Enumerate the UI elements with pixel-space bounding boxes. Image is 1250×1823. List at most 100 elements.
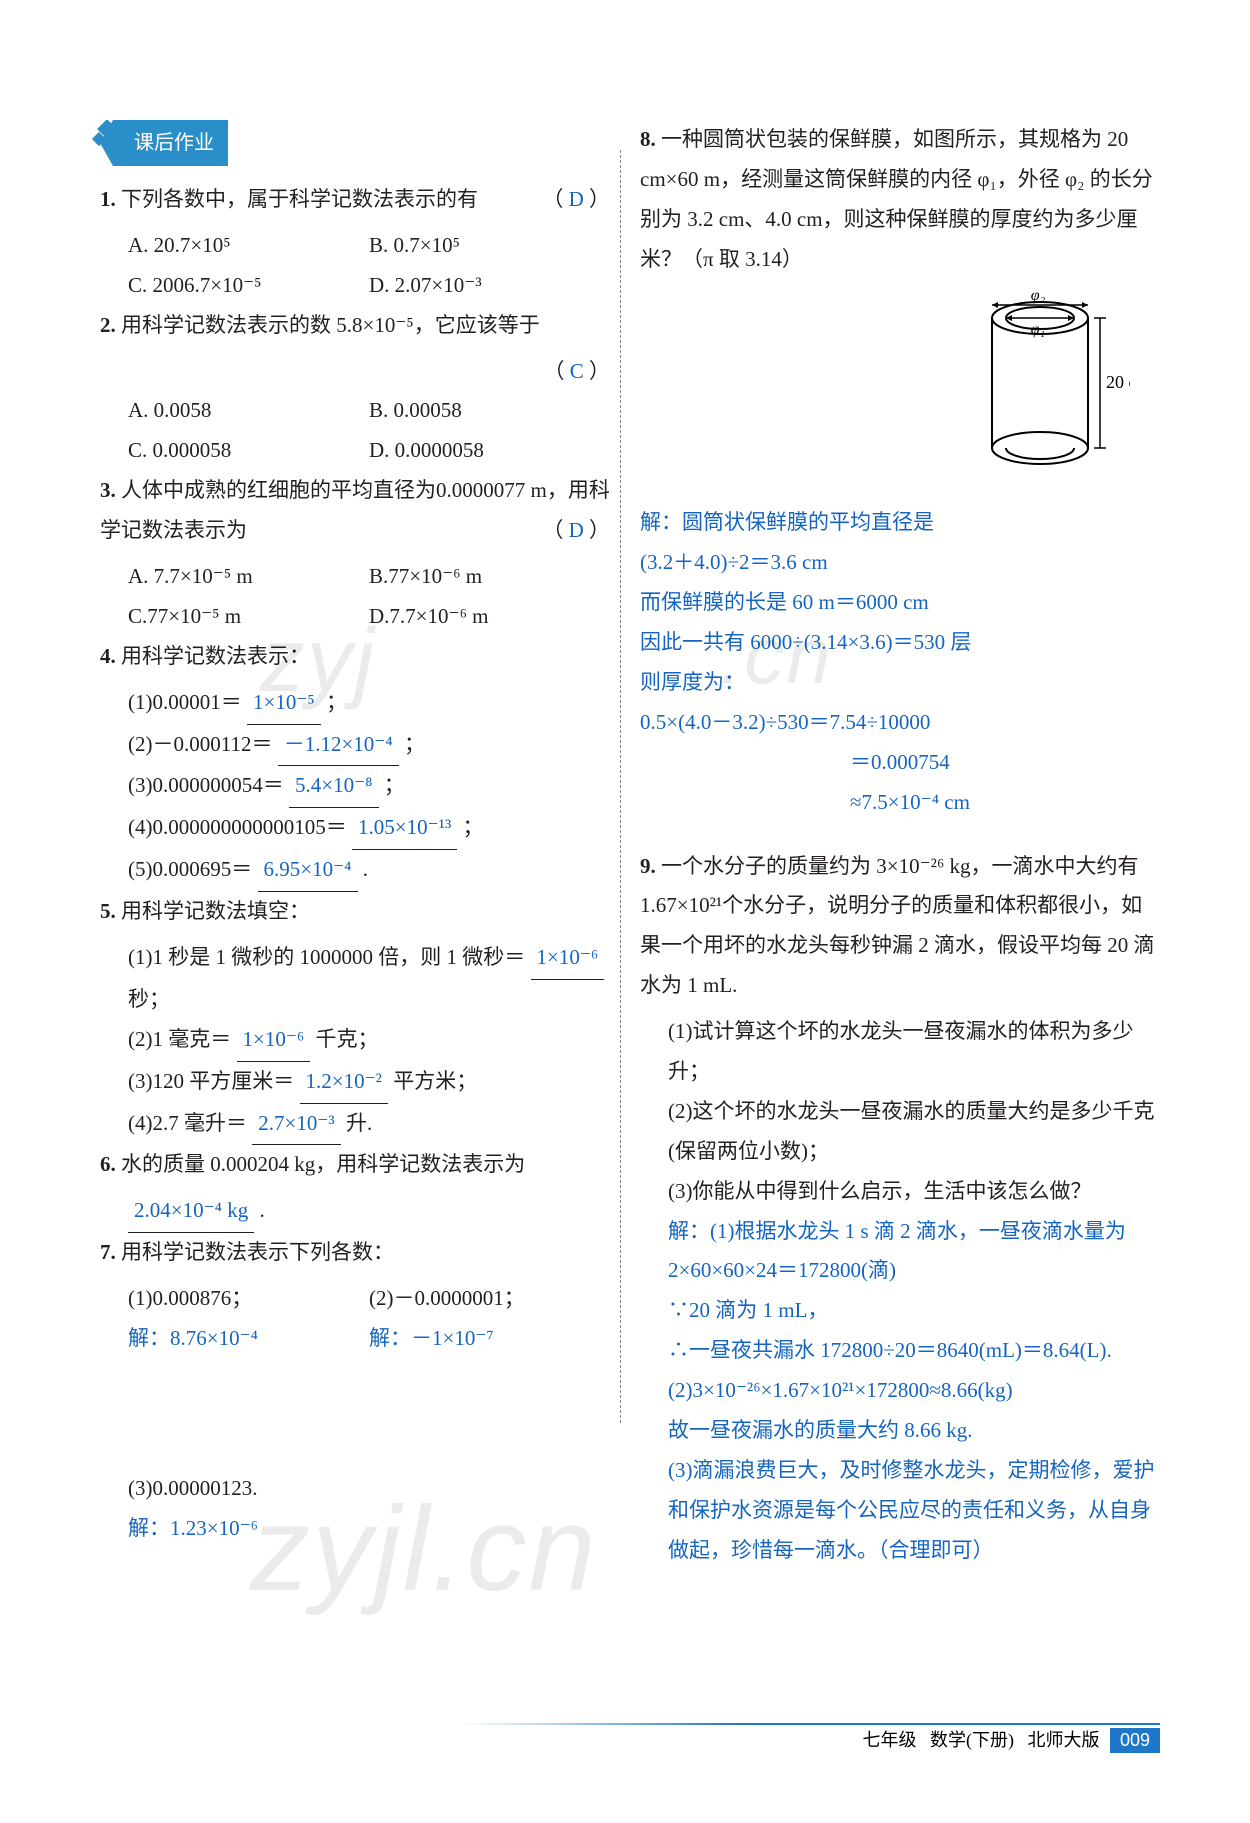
q2-opt-c: C. 0.000058 [128,431,369,471]
q8-sol-line: 0.5×(4.0－3.2)÷530＝7.54÷10000 [640,703,1160,743]
q9-sub-3: (3)你能从中得到什么启示，生活中该怎么做？ [640,1172,1160,1212]
question-8: 8. 一种圆筒状包装的保鲜膜，如图所示，其规格为 20 cm×60 m，经测量这… [640,120,1160,280]
footer-grade: 七年级 [862,1730,916,1750]
q3-options: A. 7.7×10⁻⁵ m B.77×10⁻⁶ m C.77×10⁻⁵ m D.… [100,557,610,637]
section-tag: 课后作业 [126,120,228,166]
q5-4-pre: (4)2.7 毫升＝ [128,1111,247,1135]
q8-sol-r1: ＝0.000754 [640,743,1160,783]
question-7: 7. 用科学记数法表示下列各数： [100,1233,610,1273]
q5-item-2: (2)1 毫克＝ 1×10⁻⁶ 千克； [100,1020,610,1062]
footer-edition: 北师大版 [1027,1730,1099,1750]
q8-num: 8. [640,127,656,151]
footer-subject: 数学(下册) [930,1730,1014,1750]
q8-sol-line: 因此一共有 6000÷(3.14×3.6)＝530 层 [640,623,1160,663]
q1-opt-a: A. 20.7×10⁵ [128,226,369,266]
q3-opt-c: C.77×10⁻⁵ m [128,597,369,637]
q4-2-ans: －1.12×10⁻⁴ [278,725,399,767]
paren-open: （ [542,187,563,211]
q9-sol-line: (3)滴漏浪费巨大，及时修整水龙头，定期检修，爱护和保护水资源是每个公民应尽的责… [668,1451,1160,1571]
q5-1-pre: (1)1 秒是 1 微秒的 1000000 倍，则 1 微秒＝ [128,945,525,969]
q2-opt-a: A. 0.0058 [128,391,369,431]
q2-opt-d: D. 0.0000058 [369,431,610,471]
q4-1-label: (1)0.00001＝ [128,690,242,714]
q3-num: 3. [100,478,116,502]
q8-sol-line: 则厚度为： [640,663,1160,703]
q4-item-1: (1)0.00001＝ 1×10⁻⁵ ； [100,683,610,725]
q4-item-2: (2)－0.000112＝ －1.12×10⁻⁴ ； [100,725,610,767]
question-9: 9. 一个水分子的质量约为 3×10⁻²⁶ kg，一滴水中大约有 1.67×10… [640,847,1160,1007]
q7-num: 7. [100,1240,116,1264]
svg-text:φ₁: φ₁ [1031,321,1045,338]
q8-sol-r2: ≈7.5×10⁻⁴ cm [640,783,1160,823]
q5-item-4: (4)2.7 毫升＝ 2.7×10⁻³ 升. [100,1104,610,1146]
question-5: 5. 用科学记数法填空： [100,892,610,932]
q9-sol-line: 解：(1)根据水龙头 1 s 滴 2 滴水，一昼夜滴水量为 2×60×60×24… [668,1212,1160,1292]
page-number: 009 [1110,1728,1160,1753]
q5-2-ans: 1×10⁻⁶ [237,1020,311,1062]
q7-text: 用科学记数法表示下列各数： [121,1240,394,1264]
question-1: 1. 下列各数中，属于科学记数法表示的有 （ D ） [100,180,610,220]
q6-num: 6. [100,1152,116,1176]
q3-opt-b: B.77×10⁻⁶ m [369,557,610,597]
sol-val: －1×10⁻⁷ [411,1326,494,1350]
q8-text: 一种圆筒状包装的保鲜膜，如图所示，其规格为 20 cm×60 m，经测量这筒保鲜… [640,127,1153,271]
q4-num: 4. [100,644,116,668]
q4-item-4: (4)0.000000000000105＝ 1.05×10⁻¹³ ； [100,808,610,850]
q7-1: (1)0.000876； [128,1279,369,1319]
q5-item-3: (3)120 平方厘米＝ 1.2×10⁻² 平方米； [100,1062,610,1104]
q2-text: 用科学记数法表示的数 5.8×10⁻⁵，它应该等于 [121,313,540,337]
q5-1-ans: 1×10⁻⁶ [531,938,605,980]
sol-label: 解： [369,1326,411,1350]
paren-close: ） [589,359,610,383]
q5-3-pre: (3)120 平方厘米＝ [128,1069,294,1093]
q3-opt-a: A. 7.7×10⁻⁵ m [128,557,369,597]
q5-1-post: 秒； [128,987,170,1011]
q7-2: (2)－0.0000001； [369,1279,610,1319]
sol-label: 解： [128,1326,170,1350]
q5-num: 5. [100,899,116,923]
q2-options: A. 0.0058 B. 0.00058 C. 0.000058 D. 0.00… [100,391,610,471]
q7-sol-2: 解：－1×10⁻⁷ [369,1319,610,1359]
column-divider [620,150,621,1423]
sol-label: 解： [128,1516,170,1540]
page-content: 课后作业 1. 下列各数中，属于科学记数法表示的有 （ D ） A. 20.7×… [100,120,1160,1571]
tail: . [363,857,368,881]
q4-item-3: (3)0.000000054＝ 5.4×10⁻⁸ ； [100,766,610,808]
q3-answer: D [569,518,584,542]
q4-3-ans: 5.4×10⁻⁸ [289,766,379,808]
q3-opt-d: D.7.7×10⁻⁶ m [369,597,610,637]
q1-text: 下列各数中，属于科学记数法表示的有 [121,187,478,211]
q9-sol-line: ∴一昼夜共漏水 172800÷20＝8640(mL)＝8.64(L). [668,1331,1160,1371]
q5-item-1: (1)1 秒是 1 微秒的 1000000 倍，则 1 微秒＝ 1×10⁻⁶ 秒… [100,938,610,1020]
q9-solution: 解：(1)根据水龙头 1 s 滴 2 滴水，一昼夜滴水量为 2×60×60×24… [640,1212,1160,1571]
sol-val: 1.23×10⁻⁶ [170,1516,258,1540]
q4-text: 用科学记数法表示： [121,644,310,668]
page-footer: 七年级 数学(下册) 北师大版 009 [862,1726,1160,1753]
q5-text: 用科学记数法填空： [121,899,310,923]
q3-text: 人体中成熟的红细胞的平均直径为0.0000077 m，用科学记数法表示为 [100,478,610,542]
q7-sol-1: 解：8.76×10⁻⁴ [128,1319,369,1359]
q8-sol-line: 解：圆筒状保鲜膜的平均直径是 [640,503,1160,543]
q1-answer: D [569,187,584,211]
q4-1-ans: 1×10⁻⁵ [247,683,321,725]
q2-num: 2. [100,313,116,337]
q5-4-ans: 2.7×10⁻³ [252,1104,340,1146]
q1-opt-d: D. 2.07×10⁻³ [369,266,610,306]
q1-opt-c: C. 2006.7×10⁻⁵ [128,266,369,306]
tail: ； [326,690,347,714]
q4-item-5: (5)0.000695＝ 6.95×10⁻⁴ . [100,850,610,892]
q9-sol-line: ∵20 滴为 1 mL， [668,1291,1160,1331]
right-column: 8. 一种圆筒状包装的保鲜膜，如图所示，其规格为 20 cm×60 m，经测量这… [640,120,1160,1571]
q4-2-label: (2)－0.000112＝ [128,732,272,756]
q9-sol-line: 故一昼夜漏水的质量大约 8.66 kg. [668,1411,1160,1451]
q7-3: (3)0.00000123. [100,1469,610,1509]
sol-val: 8.76×10⁻⁴ [170,1326,258,1350]
q1-num: 1. [100,187,116,211]
cylinder-figure: φ₂ φ₁ 20 cm [640,288,1130,492]
paren-close: ） [589,187,610,211]
q9-sub-2: (2)这个坏的水龙头一昼夜漏水的质量大约是多少千克(保留两位小数)； [640,1092,1160,1172]
q6-text: 水的质量 0.000204 kg，用科学记数法表示为 [121,1152,525,1176]
q2-answer: C [570,359,584,383]
paren-open: （ [542,518,563,542]
q5-4-post: 升. [346,1111,372,1135]
